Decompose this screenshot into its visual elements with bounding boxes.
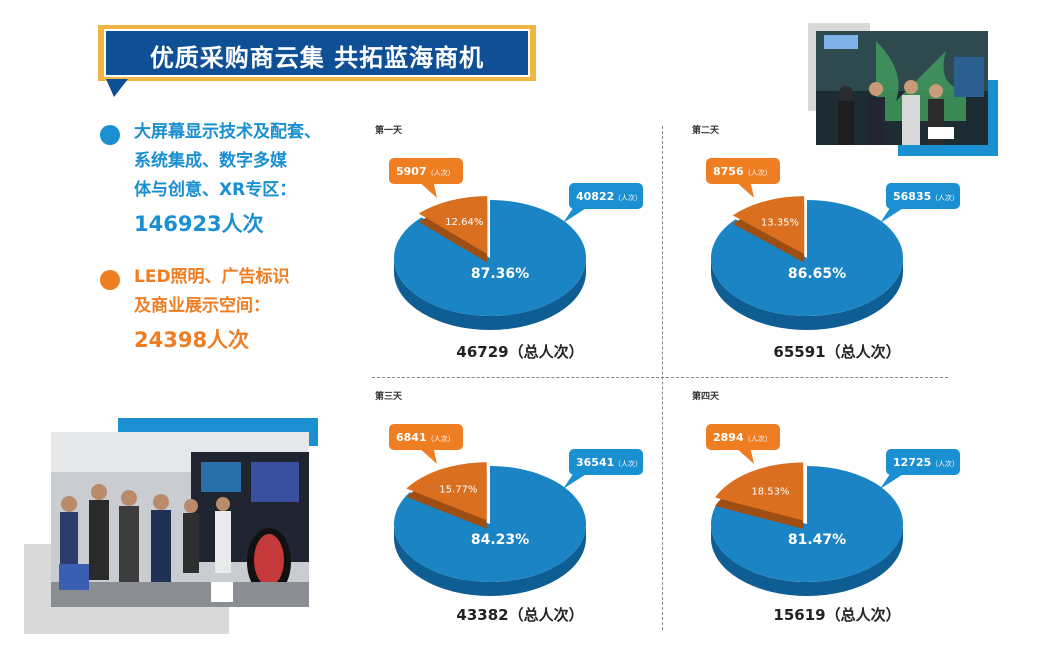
callout-unit: （人次）: [614, 459, 642, 468]
exhibition-photo-bottom: [51, 432, 309, 607]
callout-value: 56835: [893, 190, 931, 203]
callout-unit: （人次）: [427, 168, 455, 177]
horizontal-divider: [372, 377, 948, 378]
pie-slice-blue: [711, 200, 903, 316]
callout-orange: 6841 （人次）: [389, 424, 463, 464]
pie-svg: 81.47%18.53%2894 （人次）12725 （人次）: [706, 424, 960, 596]
callout-blue: 40822 （人次）: [563, 183, 643, 223]
pie-slice-blue-side: [711, 524, 903, 596]
pie-slice-orange: [418, 196, 488, 255]
chart-title: 第二天: [692, 126, 720, 136]
callout-blue: 56835 （人次）: [880, 183, 960, 223]
callout-pointer: [880, 471, 908, 489]
callout-unit: （人次）: [744, 434, 772, 443]
callout-blue: 12725 （人次）: [880, 449, 960, 489]
chart-day-2: 第二天 86.65% 13.35% 8756 （人次） 56835 （人次） 65591（…: [692, 123, 982, 383]
exhibition-photo-top: [816, 31, 988, 145]
callout-pointer: [563, 471, 591, 489]
pie-slice-orange: [406, 462, 487, 521]
callout-pointer: [417, 180, 437, 198]
zone-led-lighting-line2: 及商业展示空间：: [134, 296, 270, 316]
pie-svg: 87.36%12.64%5907 （人次）40822 （人次）: [389, 158, 643, 330]
pie-pct-label-blue: 86.65%: [788, 266, 846, 282]
callout-orange: 2894 （人次）: [706, 424, 780, 464]
callout-value: 2894: [713, 431, 744, 444]
pie-slice-orange: [732, 196, 805, 255]
chart-day-3: 第三天 84.23% 15.77% 6841 （人次） 36541 （人次） 43382（…: [375, 389, 665, 649]
callout-unit: （人次）: [931, 459, 959, 468]
zone-led-lighting-line1: LED照明、广告标识: [134, 267, 290, 287]
pie-pct-label-orange: 13.35%: [761, 217, 799, 228]
pie-slice-blue: [394, 466, 586, 582]
pie-slice-blue-side: [394, 258, 586, 330]
callout-orange: 5907 （人次）: [389, 158, 463, 198]
pie-pct-label-orange: 18.53%: [751, 486, 789, 497]
banner-pointer: [106, 79, 128, 97]
title-banner: 优质采购商云集 共拓蓝海商机: [98, 25, 538, 97]
callout-box: [706, 158, 780, 184]
callout-blue: 36541 （人次）: [563, 449, 643, 489]
callout-pointer: [734, 180, 754, 198]
page-title: 优质采购商云集 共拓蓝海商机: [149, 44, 485, 72]
chart-total-label: 43382（总人次）: [456, 606, 584, 624]
zone-display-tech-line3: 体与创意、XR专区：: [134, 180, 297, 200]
callout-pointer: [880, 205, 908, 223]
pie-pct-label-blue: 87.36%: [471, 266, 529, 282]
pie-slice-blue-side: [711, 258, 903, 330]
zone-led-lighting-count: 24398人次: [134, 328, 250, 352]
pie-svg: 86.65%13.35%8756 （人次）56835 （人次）: [706, 158, 960, 330]
pie-pct-label-orange: 15.77%: [439, 485, 477, 496]
callout-orange: 8756 （人次）: [706, 158, 780, 198]
chart-title: 第四天: [692, 392, 720, 402]
callout-unit: （人次）: [744, 168, 772, 177]
chart-total-label: 15619（总人次）: [773, 606, 901, 624]
callout-box: [569, 183, 643, 209]
callout-value: 40822: [576, 190, 614, 203]
pie-pct-label-blue: 81.47%: [788, 532, 846, 548]
callout-box: [886, 183, 960, 209]
pie-slice-blue: [394, 200, 586, 316]
callout-box: [389, 424, 463, 450]
chart-title: 第一天: [375, 126, 403, 136]
callout-pointer: [563, 205, 591, 223]
callout-box: [389, 158, 463, 184]
callout-unit: （人次）: [427, 434, 455, 443]
callout-unit: （人次）: [931, 193, 959, 202]
zone-display-tech-line1: 大屏幕显示技术及配套、: [134, 122, 321, 142]
pie-svg: 84.23%15.77%6841 （人次）36541 （人次）: [389, 424, 643, 596]
pie-slice-orange: [714, 462, 804, 521]
callout-value: 8756: [713, 165, 744, 178]
orange-bullet-icon: [100, 270, 120, 290]
callout-value: 36541: [576, 456, 614, 469]
chart-title: 第三天: [375, 392, 403, 402]
zone-display-tech-count: 146923人次: [134, 212, 264, 236]
callout-value: 12725: [893, 456, 931, 469]
pie-pct-label-blue: 84.23%: [471, 532, 529, 548]
blue-bullet-icon: [100, 125, 120, 145]
pie-slice-blue-side: [394, 524, 586, 596]
chart-day-1: 第一天 87.36% 12.64% 5907 （人次） 40822 （人次） 46729（…: [375, 123, 665, 383]
callout-box: [569, 449, 643, 475]
vertical-divider: [662, 126, 663, 630]
callout-unit: （人次）: [614, 193, 642, 202]
zone-display-tech-line2: 系统集成、数字多媒: [134, 151, 287, 171]
chart-total-label: 65591（总人次）: [773, 343, 901, 361]
pie-pct-label-orange: 12.64%: [445, 217, 483, 228]
callout-value: 6841: [396, 431, 427, 444]
banner-panel: 优质采购商云集 共拓蓝海商机: [104, 29, 530, 77]
callout-box: [886, 449, 960, 475]
callout-box: [706, 424, 780, 450]
chart-day-4: 第四天 81.47% 18.53% 2894 （人次） 12725 （人次） 15619（…: [692, 389, 982, 649]
pie-slice-blue: [711, 466, 903, 582]
chart-total-label: 46729（总人次）: [456, 343, 584, 361]
callout-value: 5907: [396, 165, 427, 178]
callout-pointer: [734, 446, 754, 464]
callout-pointer: [417, 446, 437, 464]
